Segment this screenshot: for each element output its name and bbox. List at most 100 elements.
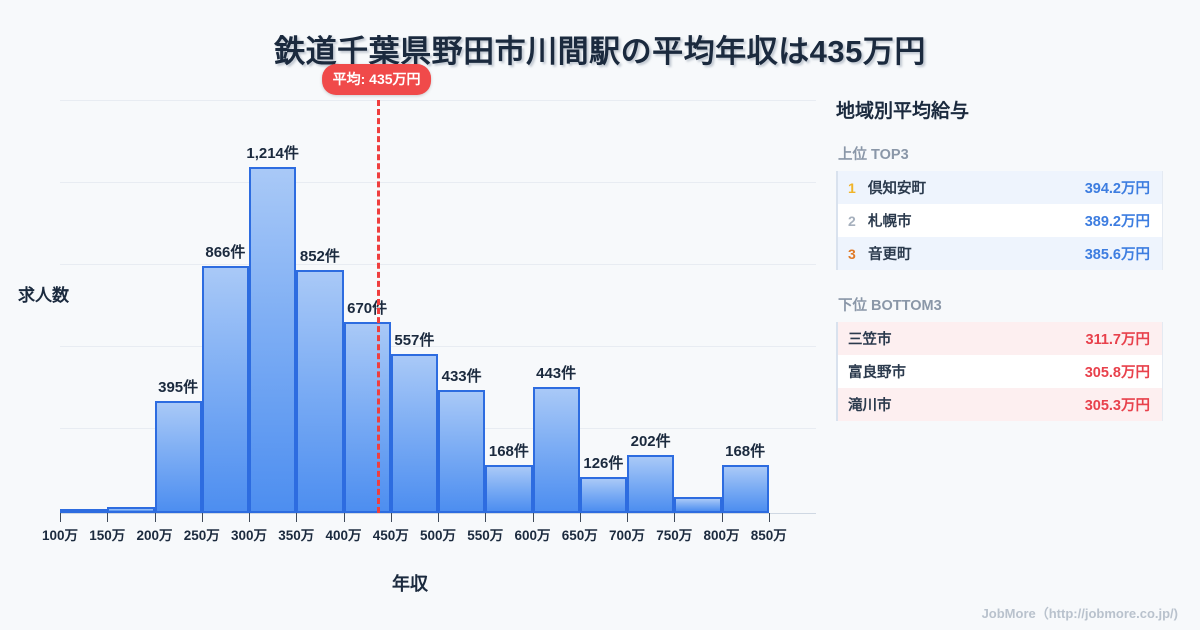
bar-slot: 433件 — [438, 100, 486, 513]
bar-value-label: 557件 — [394, 332, 435, 350]
axis-tick-label: 100万 — [41, 528, 79, 543]
bar[interactable] — [201, 266, 249, 513]
table-row[interactable]: 1 倶知安町 394.2万円 — [838, 171, 1162, 204]
bar[interactable] — [154, 400, 202, 513]
bar-slot — [674, 100, 722, 513]
area-name: 札幌市 — [868, 214, 912, 230]
table-row[interactable]: 2 札幌市 389.2万円 — [838, 204, 1162, 237]
axis-tick — [768, 513, 770, 522]
bar-slot: 395件 — [154, 100, 202, 513]
bar-slot: 557件 — [390, 100, 438, 513]
area-name: 富良野市 — [848, 365, 906, 381]
salary-value: 389.2万円 — [1084, 214, 1150, 230]
salary-value: 394.2万円 — [1084, 181, 1150, 197]
axis-tick-label: 700万 — [608, 528, 646, 543]
axis-tick — [721, 513, 723, 522]
average-dashed-line — [376, 100, 380, 513]
axis-tick-label: 650万 — [561, 528, 598, 543]
bar-value-label: 395件 — [158, 378, 199, 396]
table-row[interactable]: 3 音更町 385.6万円 — [838, 237, 1162, 270]
gridline — [60, 100, 816, 101]
axis-tick — [438, 513, 439, 522]
bar-value-label: 1,214件 — [246, 145, 299, 163]
plot-area: 395件 866件 1,214件 852件 670件 557件 433件 168件 443件 12… — [42, 64, 816, 543]
bar-slot: 1,214件 — [246, 100, 299, 513]
bar-value-label: 202件 — [630, 433, 671, 451]
salary-value: 311.7万円 — [1085, 332, 1151, 348]
bar[interactable] — [721, 465, 769, 513]
axis-tick-label: 850万 — [750, 528, 787, 543]
axis-tick — [60, 513, 61, 522]
bar-value-label: 168件 — [488, 443, 529, 461]
axis-tick — [343, 513, 345, 522]
rank-number: 2 — [848, 212, 856, 229]
axis-tick — [579, 513, 581, 522]
axis-tick — [627, 513, 628, 522]
regional-salary-panel: 地域別平均給与 上位 TOP3 1 倶知安町 394.2万円 2 札幌市 389… — [836, 96, 1176, 421]
bottom3-table: 三笠市 311.7万円 富良野市 305.8万円 滝川市 305.3万円 — [836, 322, 1163, 421]
gridline — [60, 264, 816, 265]
top3-table: 1 倶知安町 394.2万円 2 札幌市 389.2万円 3 音更町 385.6… — [836, 171, 1163, 270]
x-axis-title: 年収 — [392, 574, 428, 594]
gridline — [60, 346, 816, 347]
axis-tick-label: 800万 — [703, 528, 740, 543]
axis-tick — [154, 513, 156, 522]
bar[interactable] — [674, 497, 722, 513]
area-name: 音更町 — [868, 247, 912, 263]
bar[interactable] — [579, 477, 627, 513]
bar[interactable] — [296, 270, 344, 513]
axis-tick — [674, 513, 676, 522]
bar-value-label: 852件 — [299, 248, 340, 266]
y-axis-title: 求人数 — [18, 286, 69, 305]
chart-panel: 求人数 395件 866件 1,214件 852件 670件 557件 433件 168件 44… — [18, 64, 816, 594]
axis-tick-label: 400万 — [325, 528, 362, 543]
axis-tick-label: 150万 — [89, 528, 126, 543]
salary-value: 385.6万円 — [1084, 247, 1150, 263]
axis-tick-label: 300万 — [230, 528, 268, 543]
axis-tick-label: 500万 — [419, 528, 457, 543]
axis-tick — [296, 513, 298, 522]
bar[interactable] — [485, 465, 533, 513]
table-row[interactable]: 滝川市 305.3万円 — [838, 388, 1162, 421]
area-name: 滝川市 — [848, 398, 892, 414]
average-badge: 平均: 435万円 — [321, 64, 432, 95]
bar-series: 395件 866件 1,214件 852件 670件 557件 433件 168件 443件 12… — [60, 100, 816, 513]
rank-number: 1 — [848, 179, 856, 196]
bar-slot: 866件 — [201, 100, 249, 513]
bar-slot: 168件 — [721, 100, 769, 513]
bar-slot — [60, 100, 108, 513]
area-name: 三笠市 — [848, 332, 892, 348]
bar-slot: 202件 — [627, 100, 675, 513]
bar-slot: 168件 — [485, 100, 533, 513]
axis-tick — [485, 513, 487, 522]
bar-slot — [107, 100, 155, 513]
bar-slot: 852件 — [296, 100, 344, 513]
bar-slot: 443件 — [532, 100, 580, 513]
axis-tick — [532, 513, 534, 522]
bar[interactable] — [438, 389, 486, 513]
footer-credit: JobMore（http://jobmore.co.jp/) — [981, 606, 1178, 621]
axis-tick-label: 450万 — [372, 528, 409, 543]
bar-value-label: 126件 — [583, 455, 624, 473]
axis-tick-label: 550万 — [467, 528, 504, 543]
bottom3-subheading: 下位 BOTTOM3 — [838, 298, 942, 314]
bar[interactable] — [249, 167, 297, 513]
bar-value-label: 168件 — [725, 443, 766, 461]
bar[interactable] — [390, 354, 438, 513]
bar[interactable] — [60, 509, 108, 513]
rank-number: 3 — [848, 245, 856, 262]
table-row[interactable]: 富良野市 305.8万円 — [838, 355, 1162, 388]
axis-tick — [201, 513, 203, 522]
bar-value-label: 443件 — [536, 364, 577, 382]
table-row[interactable]: 三笠市 311.7万円 — [838, 322, 1162, 355]
bar-slot — [769, 100, 816, 513]
bar[interactable] — [627, 455, 675, 513]
top3-subheading: 上位 TOP3 — [838, 147, 909, 163]
salary-value: 305.3万円 — [1084, 398, 1150, 414]
axis-tick — [390, 513, 392, 522]
bar[interactable] — [343, 322, 391, 513]
bar[interactable] — [107, 506, 155, 513]
bar[interactable] — [532, 386, 580, 513]
axis-tick-label: 350万 — [278, 528, 315, 543]
sidebar-heading: 地域別平均給与 — [836, 101, 970, 122]
